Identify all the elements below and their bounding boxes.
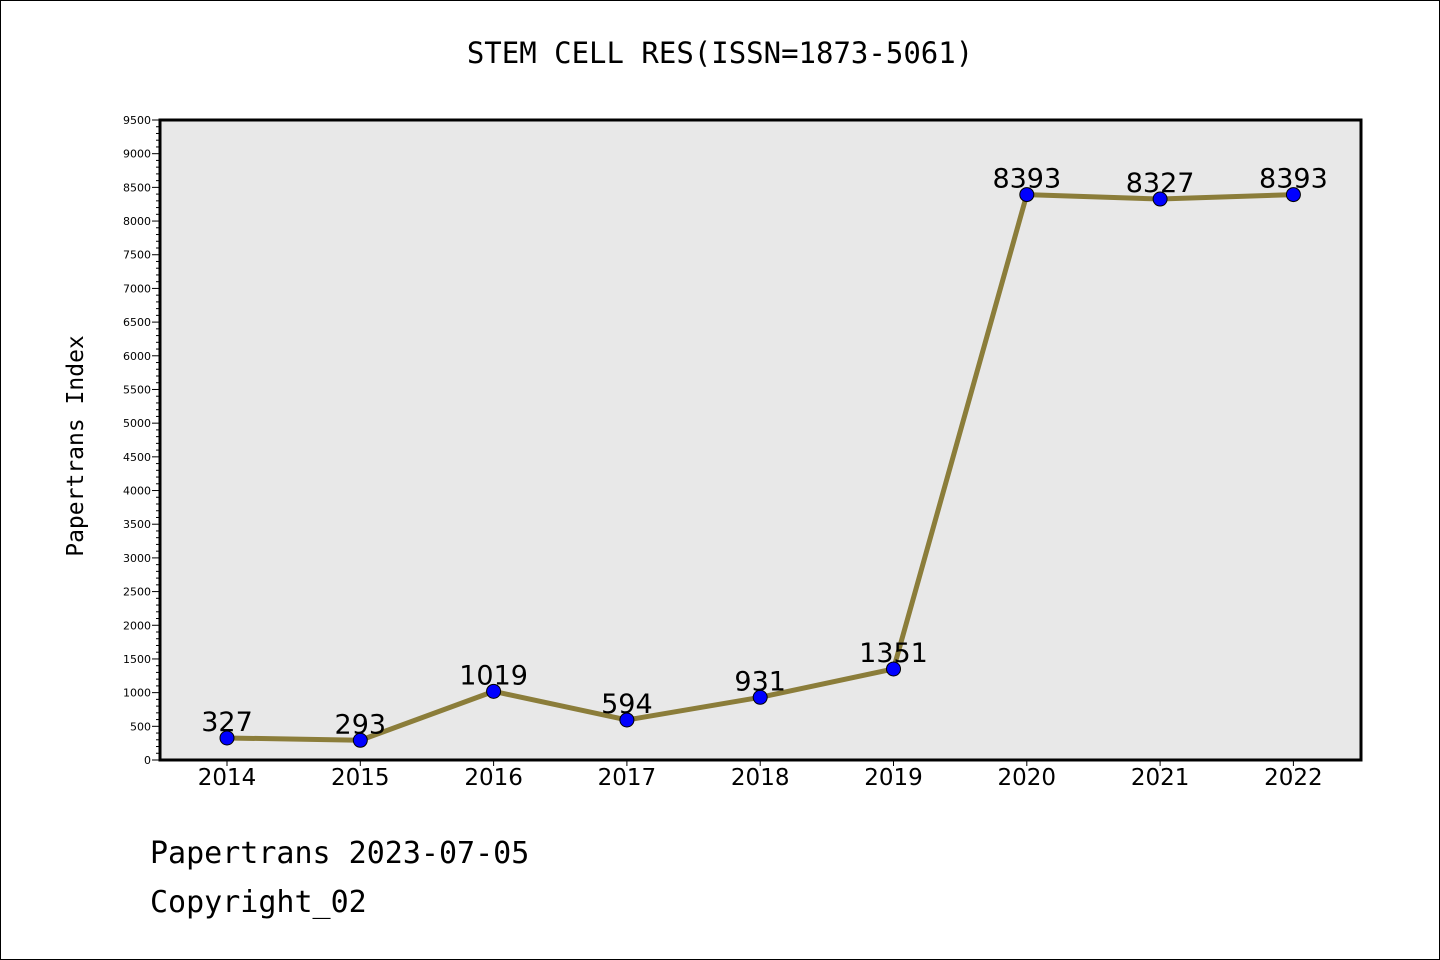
y-tick-label: 5000 — [123, 417, 151, 430]
x-tick-label: 2020 — [998, 765, 1057, 791]
y-tick-label: 1000 — [123, 687, 151, 700]
y-tick-label: 2500 — [123, 586, 151, 599]
data-point — [1285, 187, 1301, 203]
data-point — [219, 730, 235, 746]
chart-title: STEM CELL RES(ISSN=1873-5061) — [466, 36, 974, 70]
data-points — [219, 187, 1301, 748]
y-tick-label: 7500 — [123, 249, 151, 262]
data-point — [752, 689, 768, 705]
y-tick-label: 9000 — [123, 148, 151, 161]
data-label: 8393 — [992, 164, 1061, 195]
x-tick-label: 2017 — [598, 765, 657, 791]
data-label: 1019 — [459, 660, 528, 691]
y-axis: 0 500 1000 1500 2000 2500 3000 3500 4000 4500 5000… — [123, 114, 160, 767]
x-tick-label: 2018 — [731, 765, 790, 791]
x-axis: 2014 2015 2016 2017 2018 2019 2020 2021 2022 — [198, 760, 1323, 791]
y-tick-label: 7000 — [123, 282, 151, 295]
y-tick-label: 8000 — [123, 215, 151, 228]
data-point — [486, 683, 502, 699]
y-tick-label: 8500 — [123, 181, 151, 194]
data-point — [619, 712, 635, 728]
x-tick-label: 2016 — [464, 765, 523, 791]
data-point — [352, 732, 368, 748]
data-label: 1351 — [859, 638, 928, 669]
data-label: 931 — [734, 666, 786, 697]
y-tick-label: 3000 — [123, 552, 151, 565]
footer-copyright: Copyright_02 — [150, 885, 367, 920]
y-tick-label: 5500 — [123, 383, 151, 396]
y-tick-label: 4000 — [123, 485, 151, 498]
data-point — [1152, 191, 1168, 207]
y-tick-label: 9500 — [123, 114, 151, 127]
data-label: 8393 — [1259, 164, 1328, 195]
y-tick-label: 3500 — [123, 518, 151, 531]
data-label: 594 — [601, 689, 653, 720]
y-tick-label: 6500 — [123, 316, 151, 329]
data-point — [886, 661, 901, 677]
data-label: 327 — [201, 707, 253, 738]
y-tick-label: 6000 — [123, 350, 151, 363]
x-tick-label: 2019 — [864, 765, 923, 791]
x-tick-label: 2022 — [1264, 765, 1323, 791]
data-labels: 327 293 1019 594 931 1351 8393 8327 8393 — [201, 164, 1328, 741]
x-tick-label: 2015 — [331, 765, 390, 791]
x-tick-label: 2014 — [198, 765, 257, 791]
y-tick-label: 0 — [144, 754, 151, 767]
data-label: 293 — [335, 709, 387, 740]
data-point — [1019, 187, 1035, 203]
footer-date: Papertrans 2023-07-05 — [150, 836, 530, 871]
y-tick-label: 500 — [130, 720, 151, 733]
plot-area — [160, 120, 1361, 760]
data-label: 8327 — [1126, 168, 1195, 199]
x-tick-label: 2021 — [1131, 765, 1190, 791]
y-tick-label: 2000 — [123, 619, 151, 632]
y-tick-label: 1500 — [123, 653, 151, 666]
plot-border — [158, 118, 1363, 762]
y-tick-label: 4500 — [123, 451, 151, 464]
